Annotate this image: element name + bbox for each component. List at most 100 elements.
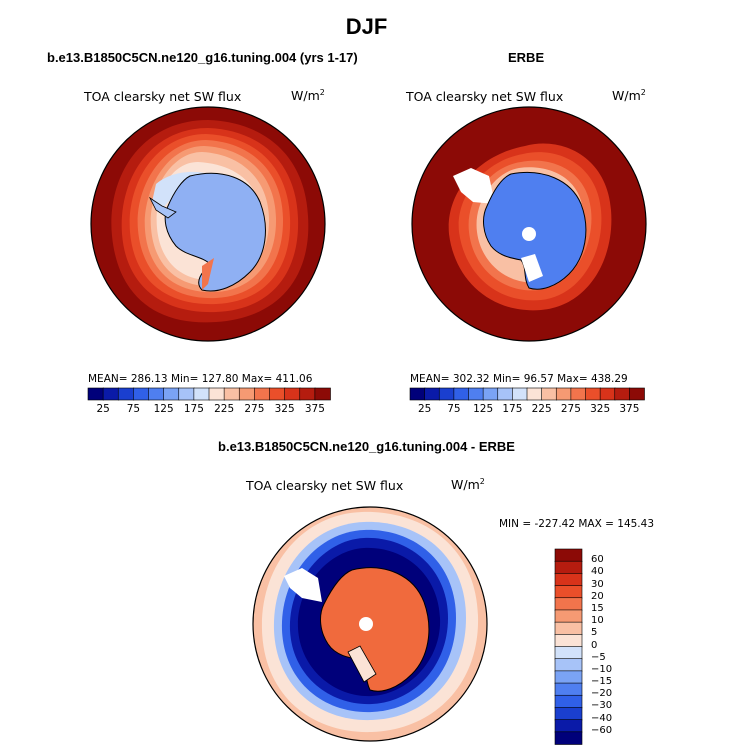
panel-3-title: b.e13.B1850C5CN.ne120_g16.tuning.004 - E… <box>218 439 515 454</box>
panel-1-colorbar-swatch <box>254 387 271 401</box>
panel-1-stats: MEAN= 286.13 Min= 127.80 Max= 411.06 <box>88 373 313 385</box>
panel-2-stats: MEAN= 302.32 Min= 96.57 Max= 438.29 <box>410 373 628 385</box>
panel-2-colorbar-ticks: 25 75 125 175 225 275 325 375 <box>410 403 644 417</box>
panel-2-units: W/m2 <box>612 88 646 104</box>
panel-1-colorbar-swatch <box>133 387 150 401</box>
panel-3-colorbar-tick-label: −5 <box>591 651 606 663</box>
panel-2-colorbar-swatch <box>468 387 484 401</box>
panel-1-colorbar-swatch <box>284 387 301 401</box>
panel-2-colorbar-swatch <box>585 387 601 401</box>
panel-2-colorbar-swatch <box>497 387 514 401</box>
panel-3-colorbar-tick-label: −10 <box>591 663 613 675</box>
panel-3-colorbar-swatch <box>554 682 583 697</box>
panel-3-colorbar-swatch <box>554 634 583 648</box>
panel-2-colorbar-swatch <box>512 387 528 401</box>
panel-2-colorbar-tick-label: 25 <box>417 403 432 415</box>
panel-3-colorbar-swatch <box>554 719 583 733</box>
panel-2-colorbar-swatch <box>629 387 645 401</box>
panel-3-colorbar-swatch <box>554 670 583 684</box>
main-title: DJF <box>345 14 388 39</box>
panel-1-colorbar-tick-label: 75 <box>126 403 141 415</box>
panel-2-colorbar-swatch <box>599 387 616 401</box>
panel-3-colorbar-swatch <box>554 548 583 562</box>
panel-2-colorbar-swatch <box>453 387 470 401</box>
panel-1-units: W/m2 <box>291 88 325 104</box>
panel-3-colorbar-swatch <box>554 609 583 623</box>
panel-3-colorbar-tick-label: −15 <box>591 676 613 688</box>
panel-2-colorbar-tick-label: 75 <box>447 403 461 415</box>
panel-3-colorbar-swatch <box>554 658 583 672</box>
panel-2-colorbar <box>409 387 645 401</box>
panel-3-colorbar-tick-label: 60 <box>591 554 604 566</box>
panel-1-colorbar-swatch <box>117 387 135 401</box>
panel-2-colorbar-swatch <box>424 387 441 401</box>
panel-1-colorbar-swatch <box>163 387 180 401</box>
panel-1-colorbar-ticks: 25 75 125 175 225 275 325 375 <box>88 403 330 417</box>
panel-3-colorbar-tick-label: −20 <box>591 688 613 700</box>
panel-1-colorbar-swatch <box>193 387 210 401</box>
panel-1-colorbar-tick-label: 375 <box>304 403 325 415</box>
panel-3-colorbar-tick-label: −60 <box>591 724 613 736</box>
panel-2-polar-map <box>411 106 647 342</box>
panel-3-colorbar-tick-label: 30 <box>591 578 604 590</box>
panel-1-polar-map <box>90 106 326 342</box>
panel-1-colorbar-tick-label: 275 <box>244 403 265 415</box>
panel-2-colorbar-tick-label: 125 <box>473 403 494 415</box>
panel-2-colorbar-swatch <box>555 387 572 401</box>
panel-1-colorbar-swatch <box>238 387 256 401</box>
panel-3-colorbar-tick-label: 10 <box>591 615 604 627</box>
panel-2-colorbar-swatch <box>409 387 426 401</box>
panel-2-colorbar-tick-label: 375 <box>619 403 640 415</box>
panel-3-colorbar-swatch <box>554 731 583 745</box>
panel-1-colorbar-swatch <box>223 387 241 401</box>
panel-2-colorbar-swatch <box>570 387 587 401</box>
panel-1-colorbar-swatch <box>87 387 104 401</box>
panel-3-colorbar-tick-label: 5 <box>591 627 598 639</box>
panel-3-colorbar-swatch <box>554 621 583 636</box>
panel-1-colorbar-swatch <box>178 387 195 401</box>
panel-3-variable-label: TOA clearsky net SW flux <box>246 478 404 493</box>
panel-2-colorbar-tick-label: 225 <box>531 403 552 415</box>
panel-3-units: W/m2 <box>451 477 485 493</box>
panel-3-colorbar <box>554 548 583 745</box>
panel-3-colorbar-ticks: 60 40 30 20 15 10 5 0 −5 −10 −15 −20 −30 −40 −60 <box>591 549 631 744</box>
panel-3-colorbar-tick-label: 40 <box>591 566 604 578</box>
panel-2-colorbar-tick-label: 325 <box>590 403 611 415</box>
panel-1-title: b.e13.B1850C5CN.ne120_g16.tuning.004 (yr… <box>47 50 358 65</box>
panel-1-colorbar-tick-label: 325 <box>274 403 295 415</box>
panel-2-colorbar-swatch <box>482 387 499 401</box>
panel-1-colorbar-tick-label: 125 <box>153 403 174 415</box>
panel-3-colorbar-swatch <box>554 560 583 575</box>
panel-1-colorbar-swatch <box>208 387 225 401</box>
panel-3-colorbar-tick-label: −30 <box>591 700 613 712</box>
panel-2-title: ERBE <box>508 50 545 65</box>
panel-2-colorbar-swatch <box>526 387 543 401</box>
panel-2-colorbar-swatch <box>541 387 558 401</box>
panel-2-colorbar-tick-label: 275 <box>560 403 581 415</box>
panel-3-colorbar-swatch <box>554 573 583 587</box>
panel-1-colorbar-swatch <box>148 387 165 401</box>
panel-3-colorbar-swatch <box>554 585 583 599</box>
panel-3-polar-map <box>252 506 488 742</box>
panel-3-colorbar-tick-label: −40 <box>591 712 613 724</box>
panel-2-colorbar-tick-label: 175 <box>502 403 523 415</box>
panel-3-colorbar-swatch <box>554 597 583 611</box>
panel-3-colorbar-tick-label: 15 <box>591 602 604 614</box>
panel-2-colorbar-swatch <box>614 387 631 401</box>
panel-1-colorbar-swatch <box>299 387 316 401</box>
panel-1-colorbar-tick-label: 25 <box>96 403 110 415</box>
panel-2-variable-label: TOA clearsky net SW flux <box>406 89 564 104</box>
panel-2-colorbar-swatch <box>438 387 455 401</box>
panel-1-colorbar-swatch <box>314 387 331 401</box>
panel-3-stats: MIN = -227.42 MAX = 145.43 <box>499 518 654 530</box>
panel-3-colorbar-tick-label: 20 <box>591 590 604 602</box>
panel-3-colorbar-swatch <box>554 707 583 721</box>
panel-3-colorbar-tick-label: 0 <box>591 639 598 651</box>
panel-1-colorbar-tick-label: 175 <box>183 403 204 415</box>
panel-1-colorbar-swatch <box>269 387 286 401</box>
panel-1-colorbar-swatch <box>102 387 120 401</box>
panel-3-colorbar-swatch <box>554 646 583 660</box>
panel-1-colorbar <box>87 387 331 401</box>
panel-3-colorbar-swatch <box>554 694 583 709</box>
panel-1-variable-label: TOA clearsky net SW flux <box>84 89 242 104</box>
